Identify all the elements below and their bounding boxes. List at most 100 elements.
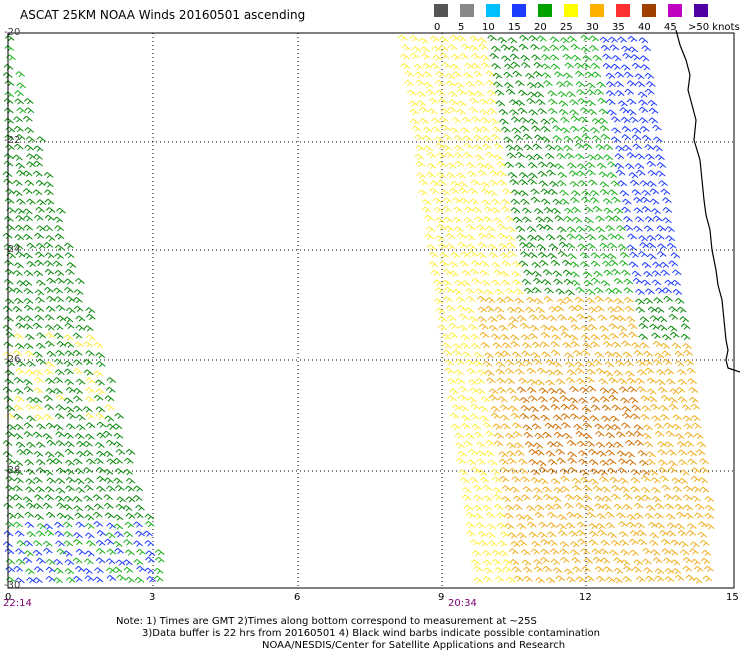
wind-barb <box>527 91 538 98</box>
wind-barb <box>92 494 103 501</box>
wind-barb <box>563 144 574 152</box>
wind-barb <box>25 350 35 357</box>
wind-barb <box>469 45 479 52</box>
wind-barb <box>634 163 645 170</box>
wind-barb <box>631 342 641 349</box>
wind-barb <box>586 385 597 392</box>
wind-barb <box>563 216 574 223</box>
wind-barb <box>73 368 83 375</box>
wind-barb <box>657 324 668 332</box>
wind-barb <box>452 343 462 350</box>
wind-barb <box>510 341 520 348</box>
wind-barb <box>541 54 551 61</box>
wind-barb <box>659 261 670 269</box>
wind-barb <box>34 289 45 296</box>
wind-barb <box>529 314 539 321</box>
wind-barb <box>611 196 621 204</box>
legend-swatch-10 <box>694 4 708 17</box>
lon-label: 15 <box>726 592 739 603</box>
wind-barb <box>500 199 511 206</box>
wind-barb <box>84 523 95 530</box>
wind-barb <box>501 485 512 492</box>
wind-barb <box>654 568 665 575</box>
wind-barb <box>596 513 607 520</box>
wind-barb <box>43 368 54 376</box>
wind-barb <box>489 52 500 60</box>
wind-barb <box>103 494 114 501</box>
wind-barb <box>605 522 616 529</box>
wind-barb <box>504 368 515 375</box>
wind-barb <box>463 217 474 224</box>
wind-barb <box>608 388 619 395</box>
wind-barb <box>574 142 585 150</box>
wind-barb <box>454 280 464 287</box>
wind-barb <box>552 423 562 430</box>
wind-barb <box>606 81 616 88</box>
wind-barb <box>84 532 95 539</box>
wind-barb <box>501 279 512 287</box>
wind-barb <box>46 439 57 447</box>
wind-barb <box>594 305 605 312</box>
wind-barb <box>452 288 463 296</box>
wind-barb <box>410 118 420 125</box>
wind-barb <box>616 225 626 232</box>
wind-barb <box>415 160 426 168</box>
wind-barb <box>581 566 591 573</box>
wind-barb <box>576 529 587 537</box>
wind-barb <box>677 396 688 403</box>
wind-barb <box>679 549 690 556</box>
wind-barb <box>557 171 568 179</box>
wind-barb <box>463 152 473 159</box>
wind-barb <box>631 270 642 277</box>
wind-barb <box>588 539 599 546</box>
wind-barb <box>466 296 476 303</box>
wind-barb <box>684 440 695 448</box>
wind-barb <box>484 305 495 313</box>
wind-barb <box>639 180 650 187</box>
wind-barb <box>577 243 588 250</box>
wind-barb <box>570 115 581 122</box>
wind-barb <box>575 153 585 160</box>
wind-barb <box>508 45 519 52</box>
wind-barb <box>440 189 451 196</box>
wind-barb <box>641 135 652 142</box>
wind-barb <box>600 334 611 341</box>
wind-barb <box>499 467 510 474</box>
wind-barb <box>73 289 84 296</box>
wind-barb <box>651 270 662 277</box>
wind-barb <box>610 180 621 187</box>
wind-barb <box>95 548 106 555</box>
wind-barb <box>635 153 646 160</box>
wind-barb <box>533 565 544 573</box>
wind-barb <box>114 531 124 538</box>
wind-barb <box>588 459 599 466</box>
wind-barb <box>681 404 692 411</box>
wind-barb <box>106 567 116 574</box>
wind-barb <box>35 459 46 466</box>
wind-barb <box>603 341 613 348</box>
wind-barb <box>512 216 523 223</box>
wind-barb <box>473 134 483 142</box>
wind-barb <box>485 80 496 87</box>
wind-barb <box>82 406 93 413</box>
wind-barb <box>54 369 65 376</box>
wind-barb <box>492 487 503 494</box>
wind-barb <box>96 450 106 457</box>
wind-barb <box>466 368 477 375</box>
wind-barb <box>534 82 545 89</box>
wind-barb <box>472 550 482 557</box>
wind-barb <box>640 395 651 402</box>
wind-barb <box>479 98 489 105</box>
wind-barb <box>23 224 34 231</box>
wind-barb <box>443 296 454 303</box>
wind-barb <box>45 422 56 429</box>
wind-barb <box>424 233 435 240</box>
wind-barb <box>485 440 495 447</box>
wind-barb <box>598 234 608 241</box>
wind-barb <box>435 307 446 314</box>
wind-barb <box>633 559 644 566</box>
wind-barb <box>608 259 619 266</box>
wind-barb <box>490 412 501 419</box>
wind-barb <box>43 523 53 530</box>
wind-barb <box>46 277 56 284</box>
